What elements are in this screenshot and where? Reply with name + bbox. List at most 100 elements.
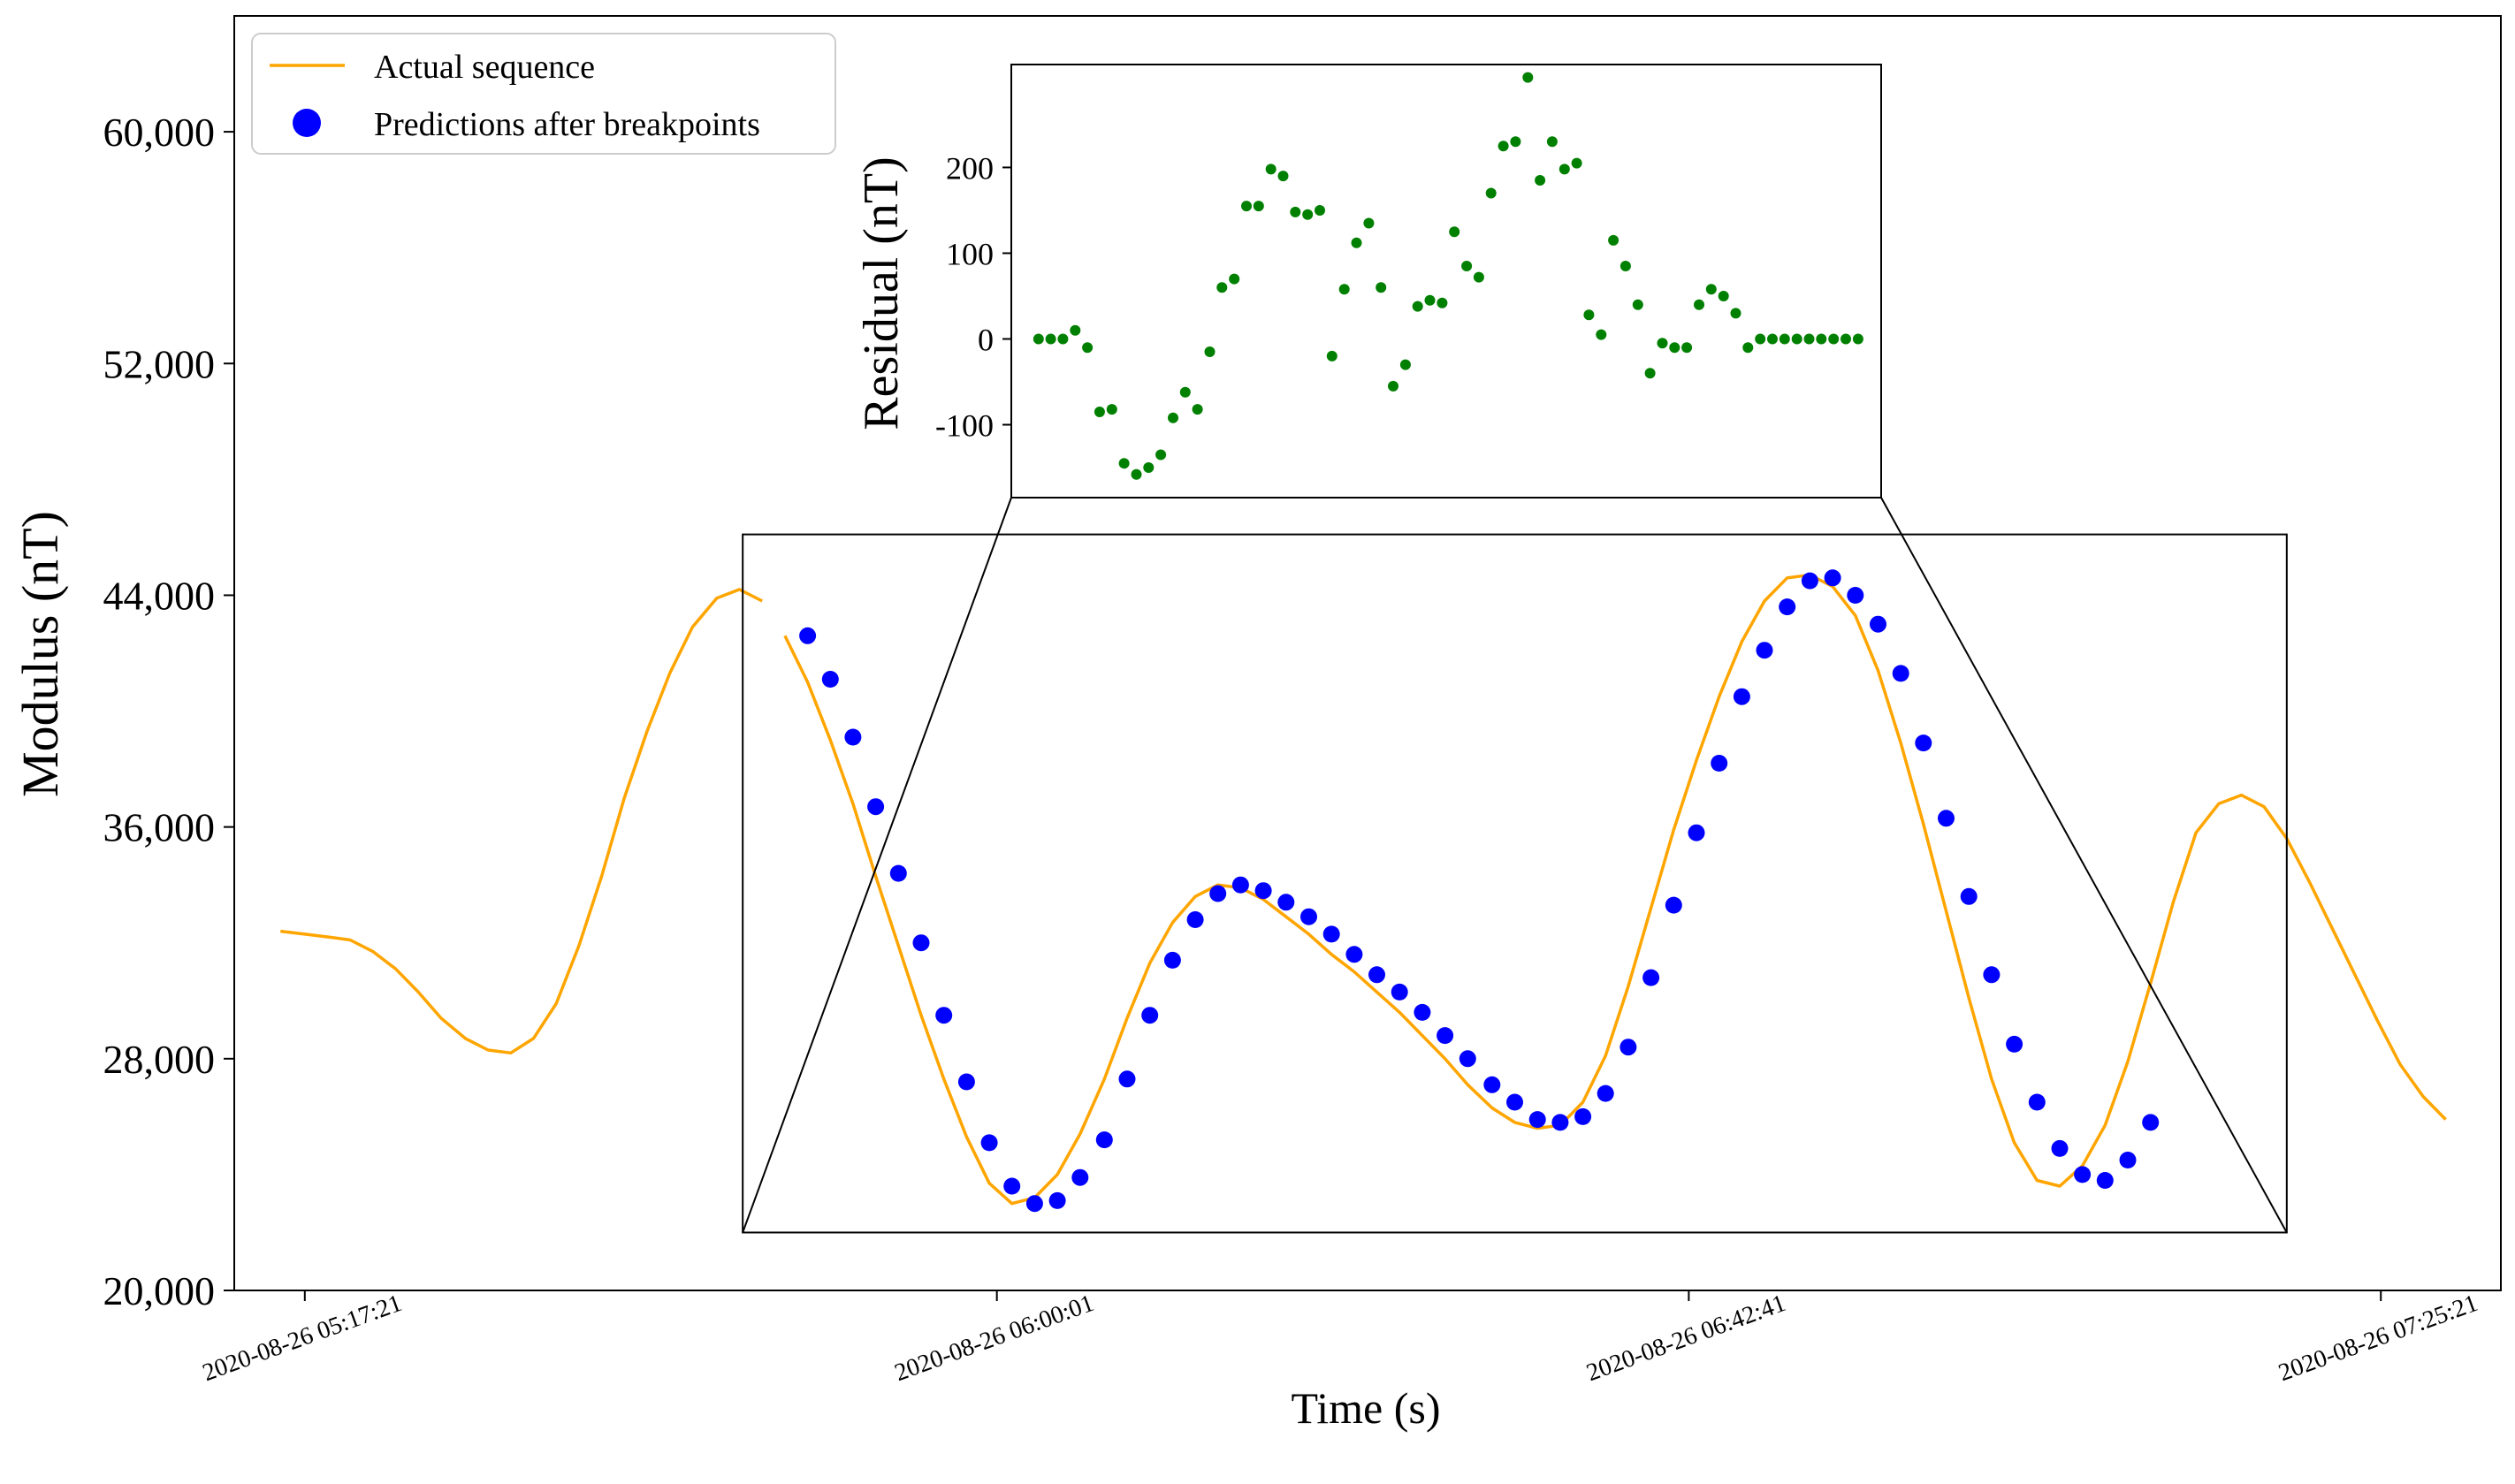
prediction-point <box>2074 1166 2092 1183</box>
zoom-indicator <box>742 497 2288 1234</box>
prediction-point <box>1870 615 1886 633</box>
prediction-point <box>1071 1168 1089 1186</box>
prediction-point <box>1960 887 1978 905</box>
prediction-point <box>1824 569 1841 587</box>
inset-y-tick-label: 100 <box>946 236 994 271</box>
residual-point <box>1767 333 1778 345</box>
residual-point <box>1522 72 1534 83</box>
residual-point <box>1546 136 1558 148</box>
residual-point <box>1399 359 1411 370</box>
prediction-point <box>1483 1076 1501 1093</box>
prediction-point <box>1688 824 1705 841</box>
residual-point <box>1596 329 1607 340</box>
residual-point <box>1376 282 1387 293</box>
prediction-point <box>1141 1007 1159 1024</box>
legend-entry-actual: Actual sequence <box>374 49 595 86</box>
prediction-point <box>1025 1195 1043 1213</box>
residual-point <box>1094 407 1105 417</box>
prediction-point <box>1437 1027 1454 1045</box>
zoom-connector-left <box>742 497 1012 1233</box>
prediction-point <box>799 627 817 644</box>
prediction-point <box>1391 983 1408 1001</box>
residual-point <box>1694 299 1704 310</box>
actual-sequence-line-segment <box>783 573 2447 1206</box>
prediction-point <box>1368 966 1385 984</box>
main-y-axis: 20,000 28,000 36,000 44,000 52,000 60,000 <box>103 110 234 1313</box>
residual-point <box>1155 449 1167 460</box>
residual-point <box>1718 291 1729 301</box>
residual-point <box>1461 261 1473 271</box>
residual-point <box>1705 284 1717 295</box>
residual-point <box>1657 338 1668 349</box>
inset-y-tick-label: -100 <box>935 408 994 444</box>
prediction-point <box>1665 896 1682 914</box>
prediction-point <box>1711 755 1728 772</box>
residual-point <box>1791 333 1802 345</box>
prediction-point <box>1322 925 1340 943</box>
prediction-point <box>912 934 930 952</box>
inset-y-axis: -100 0 100 200 <box>935 150 1011 444</box>
residual-point <box>1326 350 1338 361</box>
legend: Actual sequence Predictions after breakp… <box>251 33 836 155</box>
prediction-point <box>1528 1111 1546 1129</box>
residual-point <box>1131 468 1142 480</box>
prediction-point <box>2006 1035 2023 1053</box>
residual-point <box>1118 458 1130 469</box>
prediction-point <box>1414 1003 1431 1021</box>
residual-point <box>1082 342 1094 354</box>
main-x-axis-title: Time (s) <box>1291 1383 1440 1433</box>
prediction-point <box>1892 665 1909 682</box>
residual-point <box>1424 294 1436 306</box>
prediction-point <box>821 671 839 688</box>
prediction-point <box>1231 876 1249 894</box>
zoom-box <box>742 533 2288 1234</box>
residual-point <box>1632 299 1643 310</box>
inset-y-tick-label: 0 <box>978 322 994 357</box>
prediction-point <box>1642 969 1660 986</box>
prediction-point <box>1048 1191 1066 1209</box>
residual-point <box>1841 333 1851 345</box>
residual-point <box>1473 271 1484 283</box>
prediction-point <box>1095 1131 1113 1149</box>
residual-point <box>1412 301 1423 312</box>
residual-point <box>1265 164 1277 175</box>
zoom-connector-right <box>1880 497 2288 1233</box>
main-plot-frame <box>233 15 2502 1291</box>
residual-point <box>1057 333 1069 345</box>
prediction-point <box>1551 1114 1569 1131</box>
main-y-tick-label: 28,000 <box>103 1037 216 1082</box>
prediction-point <box>844 728 862 746</box>
prediction-point <box>2028 1093 2046 1111</box>
residual-point <box>1644 368 1656 379</box>
prediction-point <box>1163 951 1181 969</box>
residual-point <box>1253 201 1264 212</box>
residual-point <box>1388 380 1398 392</box>
prediction-point <box>1574 1107 1592 1125</box>
residual-point <box>1498 141 1509 152</box>
prediction-point <box>1254 882 1272 900</box>
residual-point <box>1803 333 1815 345</box>
main-y-tick-label: 52,000 <box>103 341 216 386</box>
inset-y-axis-title: Residual (nT) <box>854 156 909 430</box>
residual-point <box>1681 342 1693 354</box>
prediction-point <box>889 864 907 882</box>
residual-point <box>1204 346 1216 357</box>
residual-point <box>1608 234 1620 246</box>
prediction-point <box>867 798 885 816</box>
legend-box <box>251 33 836 155</box>
residual-point <box>1449 226 1460 238</box>
main-y-tick-label: 44,000 <box>103 573 216 618</box>
prediction-point <box>1345 946 1363 963</box>
prediction-point <box>2119 1152 2137 1168</box>
residual-point <box>1816 333 1827 345</box>
residual-point <box>1070 324 1081 336</box>
prediction-point <box>1938 810 1955 827</box>
residual-point <box>1033 333 1044 345</box>
prediction-point <box>1847 587 1864 604</box>
residual-point <box>1338 284 1350 295</box>
residual-point <box>1229 273 1240 285</box>
residual-point <box>1351 237 1362 248</box>
residual-point <box>1168 412 1178 423</box>
prediction-point <box>1209 885 1227 902</box>
prediction-point <box>935 1007 953 1024</box>
